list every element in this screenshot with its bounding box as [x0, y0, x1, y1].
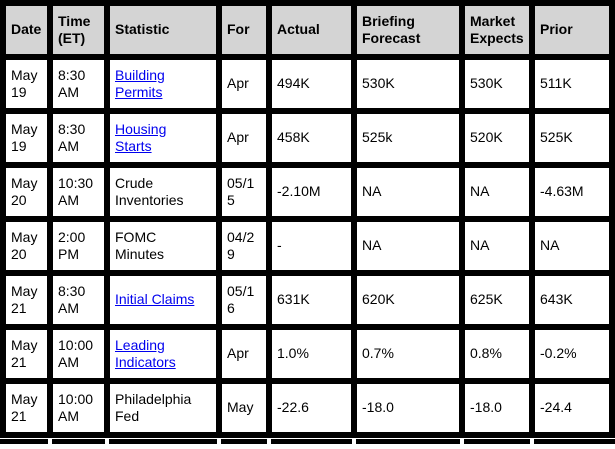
market-expects-cell: 625K — [462, 273, 532, 327]
col-header-prior: Prior — [532, 3, 612, 57]
statistic-link[interactable]: Building Permits — [115, 66, 165, 100]
briefing-forecast-cell: -18.0 — [354, 381, 462, 435]
table-row: May 19 8:30 AM Building Permits Apr 494K… — [3, 57, 612, 111]
market-expects-cell: 0.8% — [462, 327, 532, 381]
date-cell: May 19 — [3, 57, 50, 111]
col-header-actual: Actual — [269, 3, 354, 57]
market-expects-cell: NA — [462, 165, 532, 219]
col-header-market-expects: Market Expects — [462, 3, 532, 57]
cutoff-cell-border — [271, 439, 352, 444]
col-header-date: Date — [3, 3, 50, 57]
statistic-label: FOMC Minutes — [115, 228, 165, 262]
actual-cell: 631K — [269, 273, 354, 327]
statistic-cell: Leading Indicators — [107, 327, 219, 381]
actual-cell: 494K — [269, 57, 354, 111]
statistic-cell: Philadelphia Fed — [107, 381, 219, 435]
for-cell: 04/29 — [219, 219, 269, 273]
briefing-forecast-cell: NA — [354, 165, 462, 219]
economic-calendar-table: Date Time (ET) Statistic For Actual Brie… — [0, 0, 615, 438]
cutoff-cell-border — [109, 439, 217, 444]
prior-cell: 511K — [532, 57, 612, 111]
market-expects-cell: -18.0 — [462, 381, 532, 435]
statistic-link[interactable]: Leading Indicators — [115, 336, 176, 370]
actual-cell: - — [269, 219, 354, 273]
col-header-for: For — [219, 3, 269, 57]
date-cell: May 21 — [3, 327, 50, 381]
next-row-cutoff — [0, 439, 615, 444]
cutoff-cell-border — [221, 439, 267, 444]
table-row: May 20 10:30 AM Crude Inventories 05/15 … — [3, 165, 612, 219]
time-cell: 8:30 AM — [50, 57, 107, 111]
for-cell: May — [219, 381, 269, 435]
prior-cell: NA — [532, 219, 612, 273]
date-cell: May 20 — [3, 165, 50, 219]
actual-cell: 1.0% — [269, 327, 354, 381]
for-cell: Apr — [219, 111, 269, 165]
cutoff-cell-border — [534, 439, 615, 444]
table-row: May 21 10:00 AM Philadelphia Fed May -22… — [3, 381, 612, 435]
statistic-label: Crude Inventories — [115, 174, 184, 208]
cutoff-cell-border — [464, 439, 530, 444]
table-row: May 19 8:30 AM Housing Starts Apr 458K 5… — [3, 111, 612, 165]
for-cell: Apr — [219, 327, 269, 381]
market-expects-cell: 520K — [462, 111, 532, 165]
time-cell: 8:30 AM — [50, 273, 107, 327]
statistic-cell: Initial Claims — [107, 273, 219, 327]
time-cell: 10:00 AM — [50, 327, 107, 381]
statistic-cell: Crude Inventories — [107, 165, 219, 219]
market-expects-cell: NA — [462, 219, 532, 273]
col-header-time: Time (ET) — [50, 3, 107, 57]
time-cell: 2:00 PM — [50, 219, 107, 273]
col-header-statistic: Statistic — [107, 3, 219, 57]
for-cell: 05/15 — [219, 165, 269, 219]
table-row: May 21 10:00 AM Leading Indicators Apr 1… — [3, 327, 612, 381]
table-row: May 20 2:00 PM FOMC Minutes 04/29 - NA N… — [3, 219, 612, 273]
table-row: May 21 8:30 AM Initial Claims 05/16 631K… — [3, 273, 612, 327]
actual-cell: -22.6 — [269, 381, 354, 435]
statistic-cell: Housing Starts — [107, 111, 219, 165]
time-cell: 8:30 AM — [50, 111, 107, 165]
statistic-link[interactable]: Initial Claims — [115, 291, 195, 308]
time-cell: 10:30 AM — [50, 165, 107, 219]
briefing-forecast-cell: 620K — [354, 273, 462, 327]
statistic-link[interactable]: Housing Starts — [115, 120, 167, 154]
date-cell: May 19 — [3, 111, 50, 165]
briefing-forecast-cell: 530K — [354, 57, 462, 111]
prior-cell: -24.4 — [532, 381, 612, 435]
statistic-label: Philadelphia Fed — [115, 390, 192, 424]
statistic-cell: FOMC Minutes — [107, 219, 219, 273]
actual-cell: -2.10M — [269, 165, 354, 219]
prior-cell: 643K — [532, 273, 612, 327]
cutoff-cell-border — [0, 439, 48, 444]
prior-cell: -4.63M — [532, 165, 612, 219]
col-header-briefing-forecast: Briefing Forecast — [354, 3, 462, 57]
cutoff-cell-border — [52, 439, 105, 444]
briefing-forecast-cell: NA — [354, 219, 462, 273]
cutoff-cell-border — [356, 439, 460, 444]
for-cell: 05/16 — [219, 273, 269, 327]
date-cell: May 21 — [3, 381, 50, 435]
for-cell: Apr — [219, 57, 269, 111]
actual-cell: 458K — [269, 111, 354, 165]
market-expects-cell: 530K — [462, 57, 532, 111]
date-cell: May 21 — [3, 273, 50, 327]
prior-cell: 525K — [532, 111, 612, 165]
time-cell: 10:00 AM — [50, 381, 107, 435]
header-row: Date Time (ET) Statistic For Actual Brie… — [3, 3, 612, 57]
date-cell: May 20 — [3, 219, 50, 273]
briefing-forecast-cell: 525k — [354, 111, 462, 165]
prior-cell: -0.2% — [532, 327, 612, 381]
statistic-cell: Building Permits — [107, 57, 219, 111]
briefing-forecast-cell: 0.7% — [354, 327, 462, 381]
